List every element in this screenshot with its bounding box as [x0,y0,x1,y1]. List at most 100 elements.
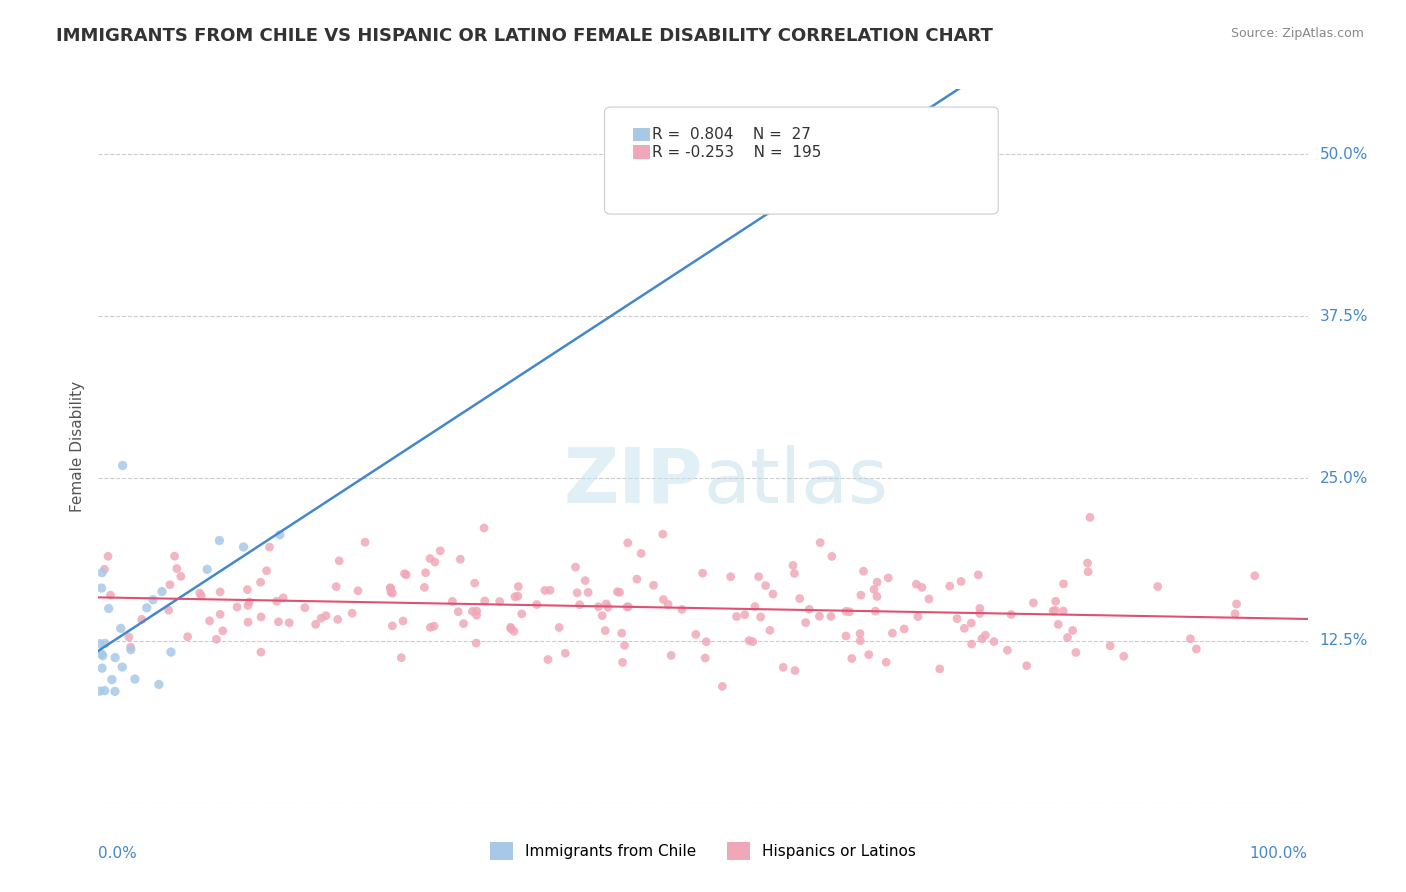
Point [447,605,470,619]
Point [104,650,127,665]
Point [166,561,188,575]
Point [380,581,402,595]
Point [266,594,288,608]
Point [97,549,120,564]
Point [441,594,464,608]
Point [748,570,770,584]
Point [588,599,610,614]
Point [1064,645,1087,659]
Point [238,595,260,609]
Point [90,647,112,661]
Point [142,592,165,607]
Point [278,615,301,630]
Point [918,592,941,607]
Point [841,651,863,665]
Point [893,622,915,636]
Point [617,599,640,614]
Point [671,602,693,616]
Point [271,591,294,605]
Point [695,634,717,648]
Point [1047,617,1070,632]
Point [415,566,437,580]
Point [630,546,652,560]
Point [465,604,488,618]
Point [821,549,844,564]
Point [1078,510,1101,524]
Point [685,627,707,641]
Point [209,607,232,622]
Point [526,598,548,612]
Point [609,585,631,599]
Point [135,600,157,615]
Text: 25.0%: 25.0% [1320,471,1368,486]
Point [969,607,991,621]
Point [195,562,218,576]
Point [799,602,821,616]
Point [820,609,842,624]
Text: 50.0%: 50.0% [1320,146,1368,161]
Point [304,617,326,632]
Point [157,603,180,617]
Point [835,629,858,643]
Point [232,540,254,554]
Point [170,569,193,583]
Point [643,578,665,592]
Point [269,528,291,542]
Point [1225,597,1247,611]
Point [970,632,993,646]
Point [419,551,441,566]
Point [381,586,404,600]
Point [1185,642,1208,657]
Point [849,633,872,648]
Text: ZIP: ZIP [564,445,703,518]
Point [256,564,278,578]
Point [866,590,889,604]
Point [110,621,132,635]
Point [91,661,114,675]
Point [449,552,471,566]
Point [537,652,560,666]
Point [626,572,648,586]
Point [1043,603,1066,617]
Point [564,560,586,574]
Point [354,535,377,549]
Point [250,645,273,659]
Point [159,578,181,592]
Point [413,580,436,594]
Point [749,610,772,624]
Point [148,677,170,691]
Point [226,600,249,615]
Point [939,579,962,593]
Point [124,672,146,686]
Point [131,612,153,626]
Point [711,680,734,694]
Point [695,651,717,665]
Point [905,577,928,591]
Point [1022,596,1045,610]
Text: 37.5%: 37.5% [1320,309,1368,324]
Point [568,598,591,612]
Point [101,673,124,687]
Point [759,624,782,638]
Text: IMMIGRANTS FROM CHILE VS HISPANIC OR LATINO FEMALE DISABILITY CORRELATION CHART: IMMIGRANTS FROM CHILE VS HISPANIC OR LAT… [56,27,993,45]
Point [429,544,451,558]
Point [394,566,416,581]
Point [595,597,617,611]
Point [734,607,756,622]
Point [610,626,633,640]
Text: Source: ZipAtlas.com: Source: ZipAtlas.com [1230,27,1364,40]
Point [946,612,969,626]
Point [488,594,510,608]
Point [90,581,112,595]
Point [538,583,561,598]
Point [738,633,761,648]
Point [616,599,638,614]
Point [974,628,997,642]
Point [720,570,742,584]
Point [259,540,281,554]
Point [93,683,115,698]
Point [236,599,259,613]
Point [554,646,576,660]
Text: R =  0.804    N =  27: R = 0.804 N = 27 [652,127,810,142]
Point [160,645,183,659]
